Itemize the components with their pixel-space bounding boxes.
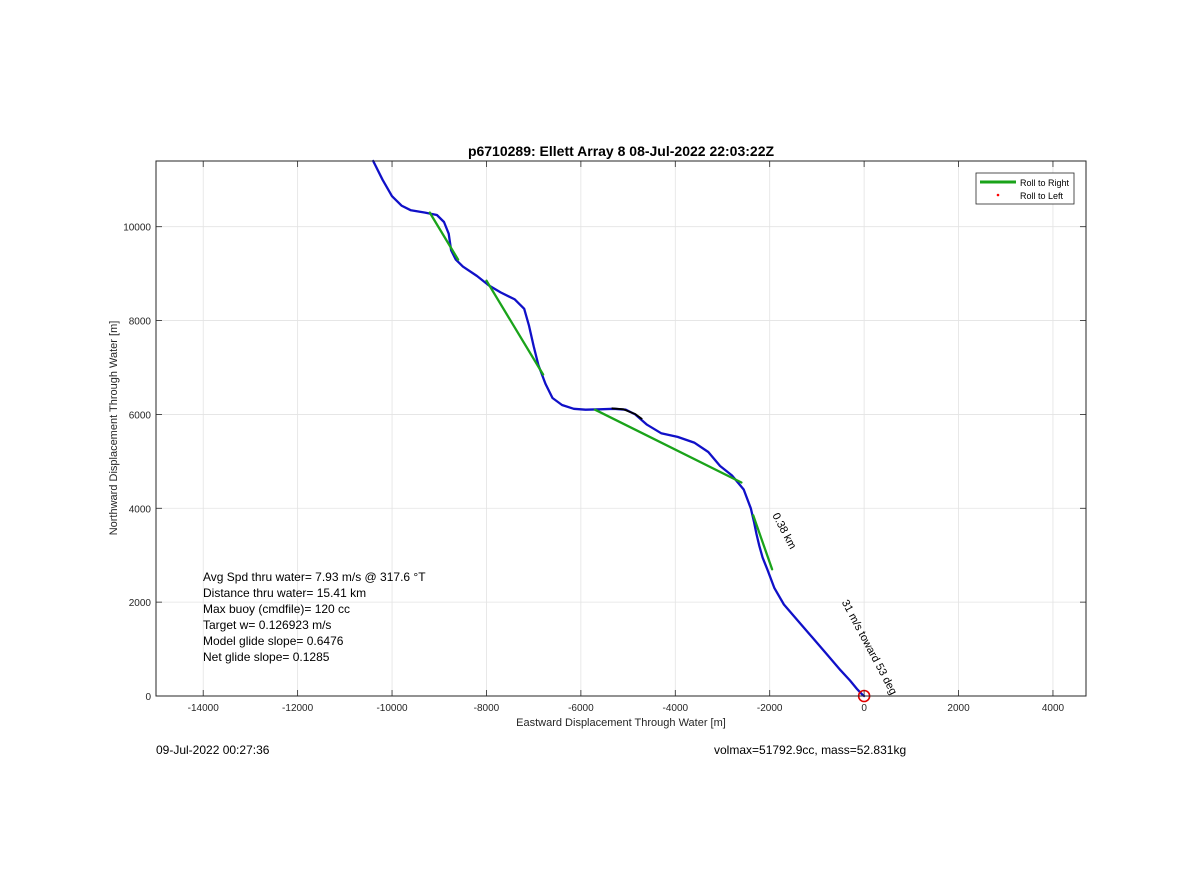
x-tick-label: 2000 (947, 703, 970, 714)
y-tick-label: 6000 (129, 410, 152, 421)
axis-ticks: -14000 -12000 -10000 -8000 -6000 -4000 -2000 0 2… (123, 161, 1086, 714)
stat-target-w: Target w= 0.126923 m/s (203, 618, 331, 632)
x-tick-label: -2000 (757, 703, 783, 714)
y-tick-label: 8000 (129, 317, 152, 328)
legend-label-roll-left: Roll to Left (1020, 191, 1064, 201)
stat-avg-speed: Avg Spd thru water= 7.93 m/s @ 317.6 °T (203, 570, 426, 584)
roll-left-segment (611, 407, 643, 420)
x-tick-label: 0 (861, 703, 867, 714)
legend-label-roll-right: Roll to Right (1020, 178, 1070, 188)
stat-distance: Distance thru water= 15.41 km (203, 586, 366, 600)
axes-frame (155, 160, 1087, 697)
x-tick-label: -12000 (282, 703, 314, 714)
x-tick-label: -14000 (188, 703, 220, 714)
y-tick-label: 4000 (129, 504, 152, 515)
stat-max-buoy: Max buoy (cmdfile)= 120 cc (203, 602, 350, 616)
chart-title: p6710289: Ellett Array 8 08-Jul-2022 22:… (468, 143, 775, 159)
stats-box: Avg Spd thru water= 7.93 m/s @ 317.6 °T … (203, 570, 426, 664)
stat-model-glide: Model glide slope= 0.6476 (203, 634, 344, 648)
legend-box (975, 172, 1075, 205)
roll-right-segment (593, 408, 743, 484)
x-axis-label: Eastward Displacement Through Water [m] (516, 717, 726, 729)
x-tick-label: -8000 (474, 703, 500, 714)
y-tick-label: 10000 (123, 223, 151, 234)
footer-timestamp: 09-Jul-2022 00:27:36 (156, 743, 270, 757)
stat-net-glide: Net glide slope= 0.1285 (203, 650, 330, 664)
roll-right-segment (485, 279, 545, 376)
x-tick-label: -6000 (568, 703, 594, 714)
legend-swatch-roll-left (996, 193, 1000, 197)
roll-right-segment (428, 211, 460, 261)
x-tick-label: 4000 (1042, 703, 1065, 714)
footer-vol-mass: volmax=51792.9cc, mass=52.831kg (714, 743, 907, 757)
legend: Roll to Right Roll to Left (975, 172, 1075, 205)
x-tick-label: -10000 (376, 703, 408, 714)
y-axis-label: Northward Displacement Through Water [m] (108, 321, 120, 536)
axes-background (156, 161, 1086, 696)
x-tick-label: -4000 (663, 703, 689, 714)
roll-right-segment (752, 514, 774, 571)
y-tick-label: 0 (145, 692, 151, 703)
y-tick-label: 2000 (129, 598, 152, 609)
